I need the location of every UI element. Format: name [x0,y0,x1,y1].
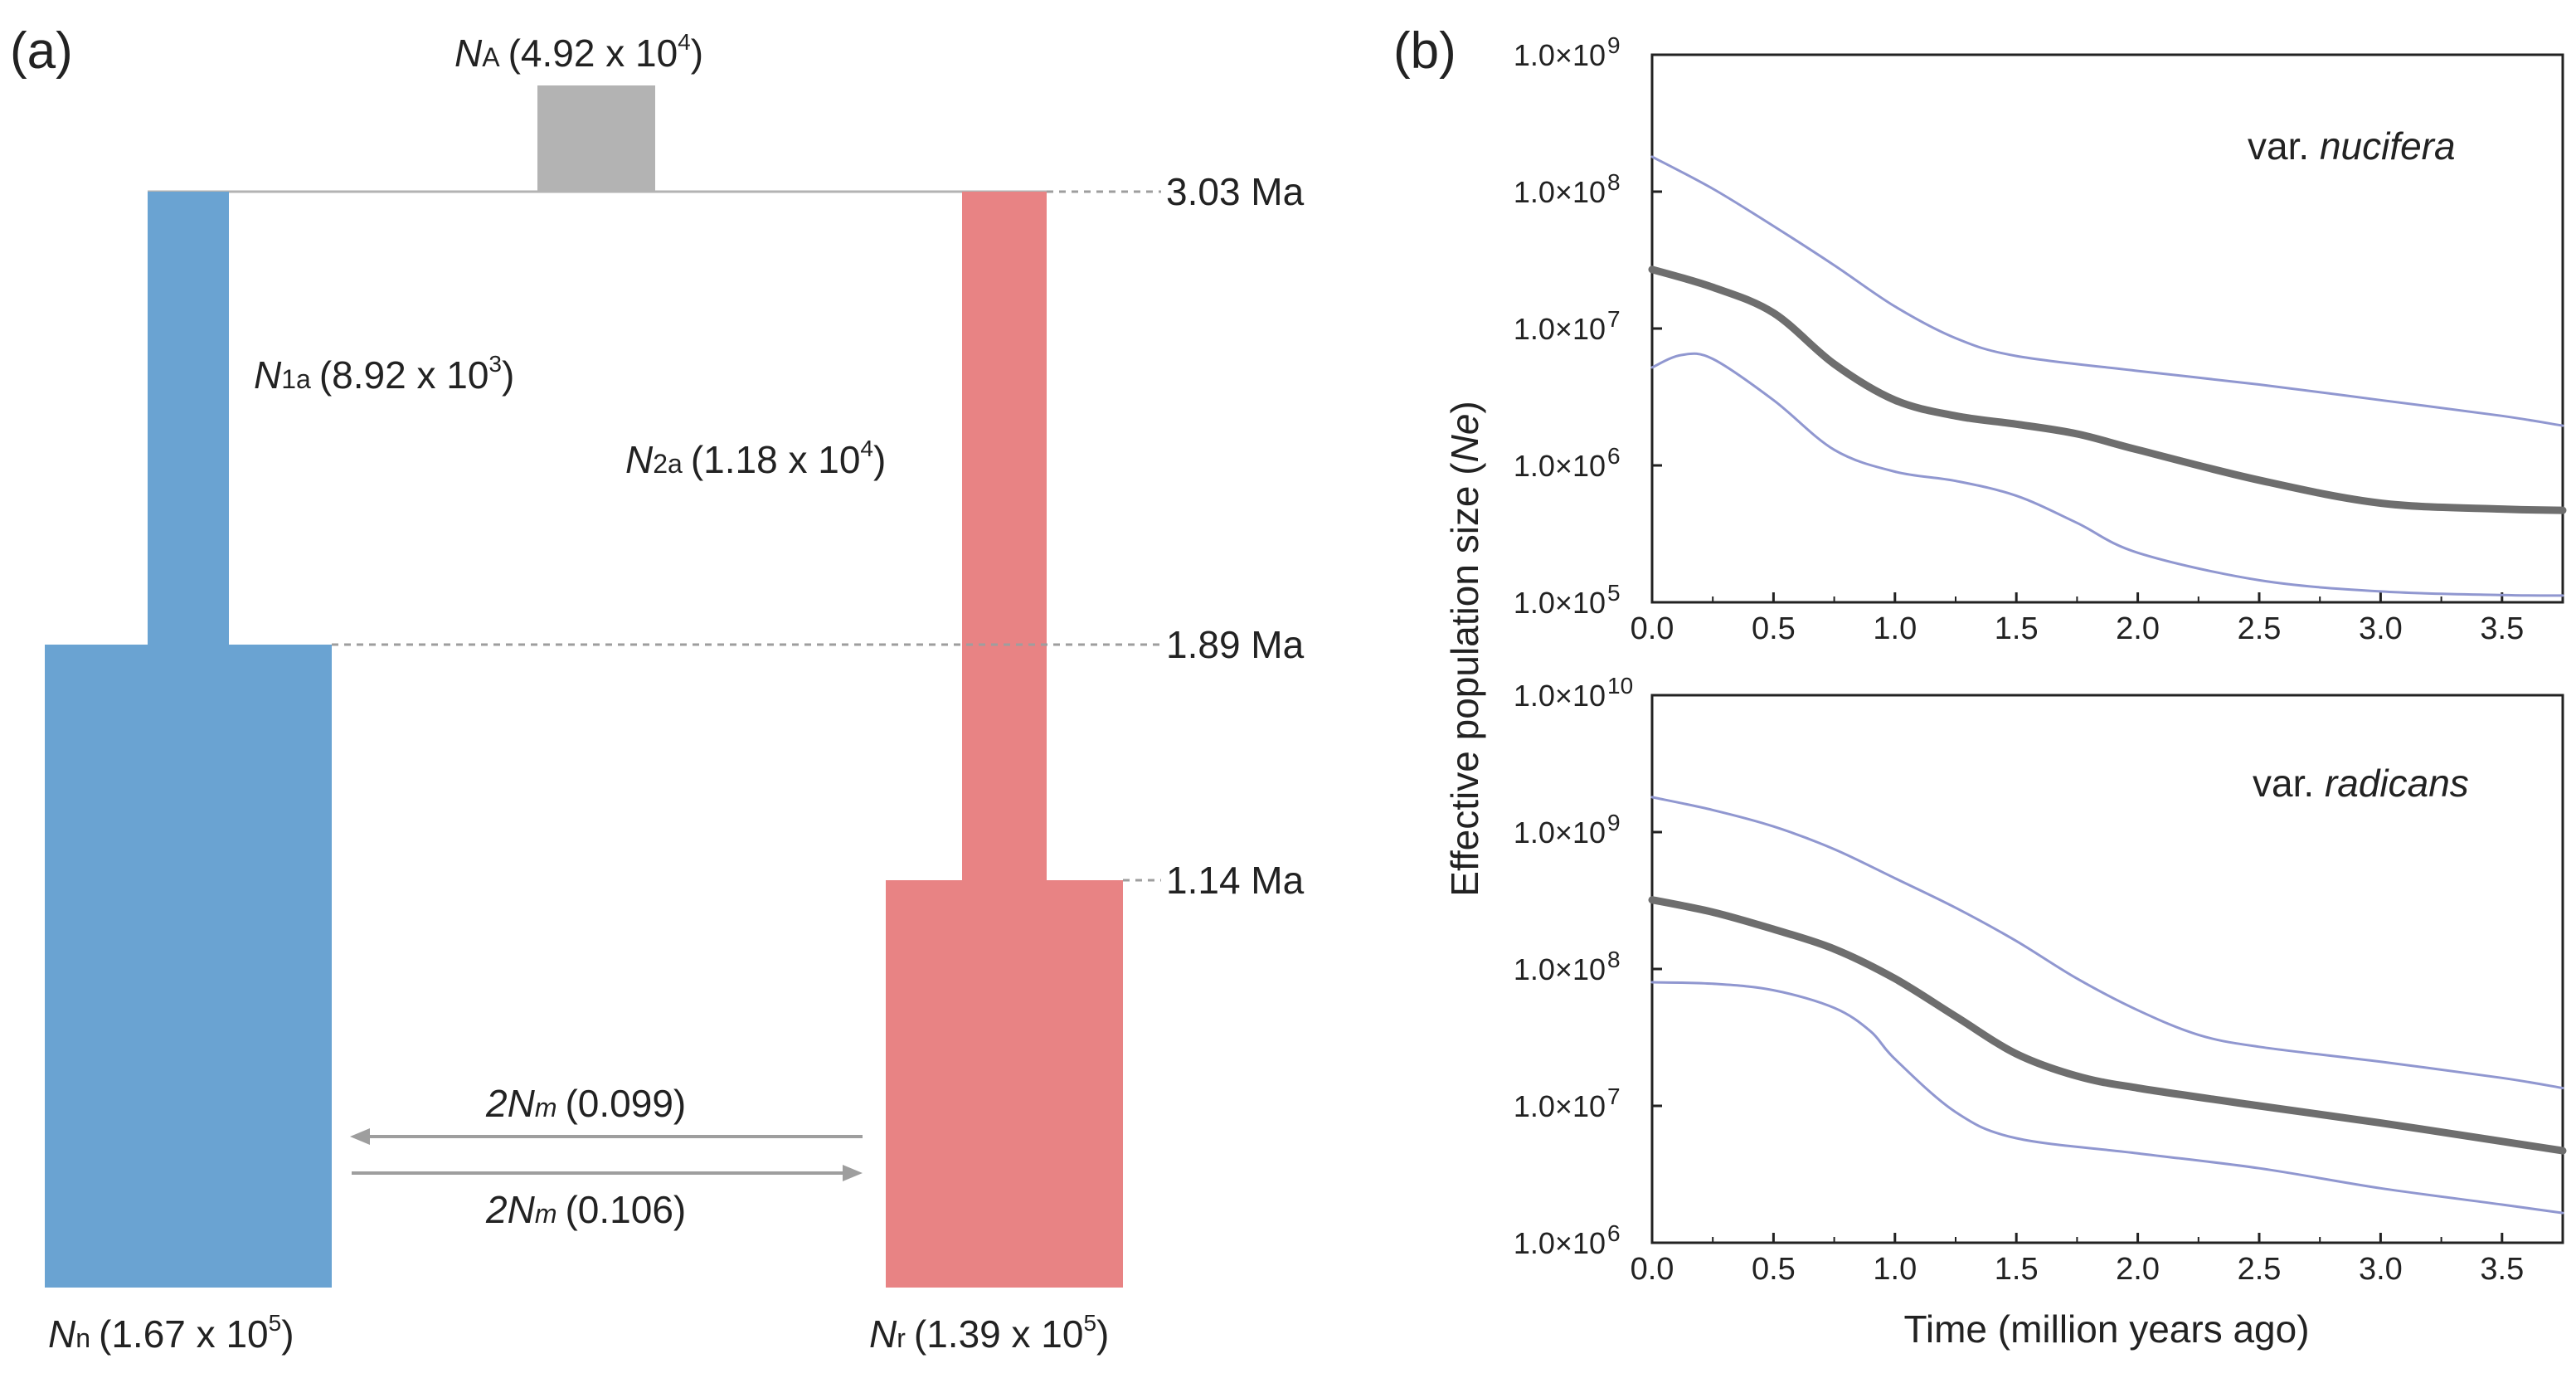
N2a-population-block [962,192,1047,880]
arrowhead-left [350,1128,370,1145]
panel-a-label: (a) [10,22,73,80]
x-tick-label: 1.0 [1873,1252,1917,1287]
x-tick-label: 0.0 [1631,1252,1674,1287]
tick-marks-nucifera: 0.0 0.5 1.0 1.5 2.0 2.5 3.0 3.51.0×10 51.0×10 61.… [1514,32,2524,646]
y-tick-exponent: 7 [1607,306,1621,332]
y-tick-label: 1.0×10 [1514,175,1606,209]
x-tick-label: 1.0 [1873,611,1917,646]
y-tick-exponent: 9 [1607,810,1621,835]
x-tick-label: 0.5 [1752,611,1796,646]
x-tick-label: 3.0 [2359,611,2403,646]
x-tick-label: 1.5 [1995,1252,2039,1287]
x-axis-label: Time (million years ago) [1903,1307,2309,1351]
y-tick-exponent: 8 [1607,169,1621,195]
series-upper-line [1650,155,2564,427]
ancestral-population-block [537,85,655,192]
y-tick-exponent: 10 [1607,673,1633,699]
y-tick-exponent: 6 [1607,443,1621,469]
tick-marks-radicans: 0.0 0.5 1.0 1.5 2.0 2.5 3.0 3.51.0×10 61.0×10 71.… [1514,673,2524,1287]
N1a-label: N1a (8.92 x 103) [254,351,514,397]
panel-b: (b) 0.0 0.5 1.0 1.5 2.0 2.5 3.0 3.51.0×10 51.0×1… [1393,22,2567,1351]
y-tick-label: 1.0×10 [1514,586,1606,620]
panel-a: (a) NA (4.92 x 104) 3.03 Ma 1.89 Ma 1.14 … [10,22,1305,1356]
time-label-1.14: 1.14 Ma [1166,859,1305,902]
Nn-label: Nn (1.67 x 105) [48,1310,294,1356]
series-lines-nucifera [1648,155,2567,597]
y-tick-label: 1.0×10 [1514,816,1606,850]
x-tick-label: 2.5 [2238,611,2282,646]
Nr-population-block [886,880,1123,1288]
x-tick-label: 2.0 [2116,611,2160,646]
y-tick-label: 1.0×10 [1514,38,1606,72]
y-tick-label: 1.0×10 [1514,312,1606,346]
y-tick-label: 1.0×10 [1514,1226,1606,1260]
Nr-label: Nr (1.39 x 105) [869,1310,1109,1356]
Nn-population-block [45,645,332,1288]
series-lower-line [1650,981,2564,1215]
x-tick-label: 0.0 [1631,611,1674,646]
migration-r-to-n-label: 2Nm (0.099) [485,1082,686,1125]
series-lines-radicans [1648,796,2567,1215]
y-tick-label: 1.0×10 [1514,449,1606,483]
x-tick-label: 3.5 [2480,1252,2524,1287]
y-tick-exponent: 7 [1607,1083,1621,1109]
y-tick-label: 1.0×10 [1514,952,1606,986]
series-median-line [1648,896,2567,1155]
series-lower-line [1650,352,2564,597]
y-axis-label: Effective population size (Ne) [1443,401,1486,896]
y-tick-label: 1.0×10 [1514,1089,1606,1123]
x-tick-label: 2.5 [2238,1252,2282,1287]
series-median-line [1648,265,2567,514]
N1a-population-block [148,192,229,645]
annotation-radicans: var. radicans [2253,762,2469,805]
NA-label: NA (4.92 x 104) [454,29,703,75]
annotation-nucifera: var. nucifera [2248,124,2456,168]
x-tick-label: 2.0 [2116,1252,2160,1287]
panel-b-label: (b) [1393,22,1456,80]
N2a-label: N2a (1.18 x 104) [625,436,886,481]
y-tick-exponent: 6 [1607,1220,1621,1246]
x-tick-label: 3.5 [2480,611,2524,646]
time-label-1.89: 1.89 Ma [1166,623,1305,666]
y-tick-exponent: 8 [1607,947,1621,972]
migration-n-to-r-label: 2Nm (0.106) [485,1188,686,1231]
series-upper-line [1650,796,2564,1089]
arrowhead-right [843,1165,863,1181]
y-tick-exponent: 9 [1607,32,1621,58]
x-tick-label: 3.0 [2359,1252,2403,1287]
time-label-3.03: 3.03 Ma [1166,170,1305,213]
y-tick-label: 1.0×10 [1514,679,1606,713]
x-tick-label: 1.5 [1995,611,2039,646]
y-tick-exponent: 5 [1607,580,1621,606]
x-tick-label: 0.5 [1752,1252,1796,1287]
